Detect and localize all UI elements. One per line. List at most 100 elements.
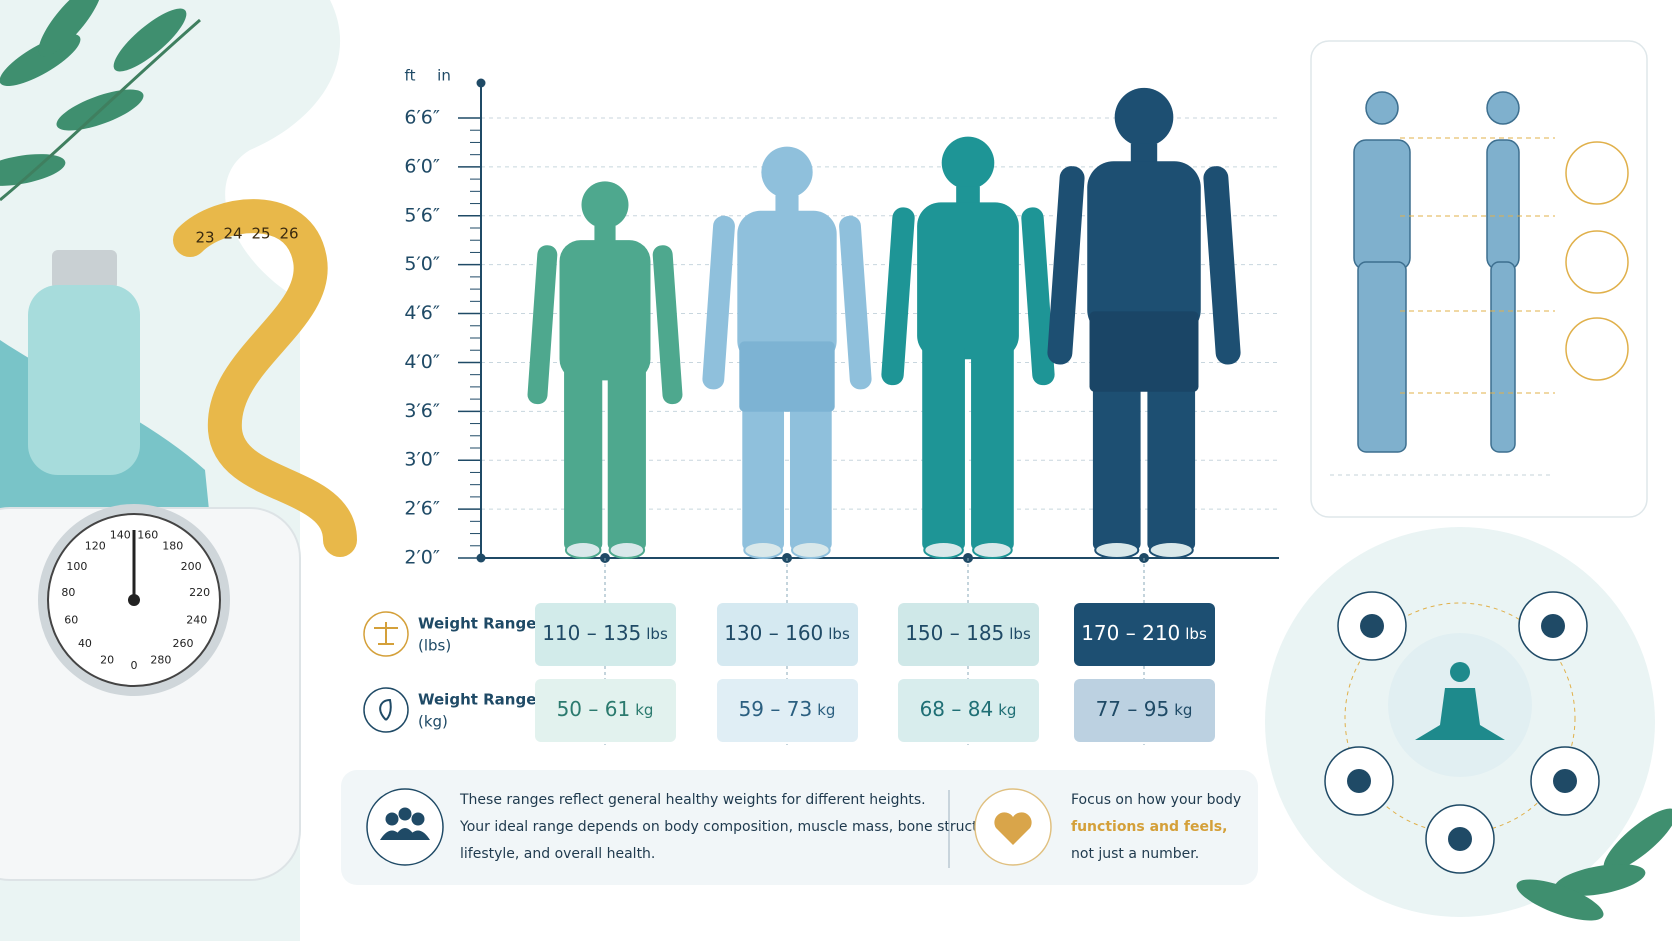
weight-range-unit: kg (635, 701, 653, 719)
weight-range: 59 – 73 kg (739, 697, 836, 721)
row-icon-glyph (374, 622, 398, 645)
quote-line: Focus on how your body (1071, 792, 1241, 808)
figure-shoe (608, 541, 646, 559)
scale-dial-label: 160 (137, 528, 158, 541)
leaf (113, 8, 187, 72)
figure-arm (881, 207, 915, 386)
row-unit: (kg) (418, 713, 448, 731)
figure-head (581, 181, 629, 229)
figure-torso (737, 210, 837, 364)
people-head (398, 807, 412, 821)
weight-box (898, 603, 1039, 666)
figure-torso (559, 240, 651, 381)
leaf (1554, 864, 1646, 896)
wellness-glyph (1448, 827, 1472, 851)
row-label: Weight Range (418, 691, 536, 709)
weight-box (535, 603, 676, 666)
body-area-icon (1565, 141, 1629, 205)
posture-torso (1353, 139, 1411, 271)
figure-shoe (743, 541, 784, 559)
scale-dial-label: 60 (64, 613, 78, 626)
weight-range-unit: kg (817, 701, 835, 719)
y-tick-label: 2′6″ (404, 498, 440, 520)
body-area-icon (1565, 230, 1629, 294)
meditate-body (1415, 688, 1505, 740)
scale-dial-label: 200 (181, 560, 202, 573)
bottle (28, 285, 140, 475)
scale-dial-label: 120 (85, 540, 106, 553)
weight-range-value: 68 – 84 (920, 697, 994, 721)
weight-box (1074, 603, 1215, 666)
weight-range: 170 – 210 lbs (1081, 621, 1207, 645)
scale-dial-label: 80 (61, 586, 75, 599)
posture-head (1486, 91, 1520, 125)
axis-cap (476, 78, 486, 88)
figure-arm (702, 215, 735, 390)
quote-line: not just a number. (1071, 846, 1199, 862)
quote-line: functions and feels, (1071, 819, 1227, 835)
figure-arm (1047, 166, 1085, 365)
wellness-glyph (1360, 614, 1384, 638)
figure-shoe (1148, 541, 1194, 559)
leaf-stem (0, 18, 201, 202)
bottle-cap (52, 250, 117, 290)
figure-head (761, 146, 813, 198)
weight-range-value: 59 – 73 (739, 697, 813, 721)
weight-range-unit: kg (1174, 701, 1192, 719)
meditate-head (1450, 662, 1470, 682)
wellness-glyph (1347, 769, 1371, 793)
weight-box (1074, 679, 1215, 742)
figure-head (1114, 87, 1174, 147)
weight-range-value: 77 – 95 (1096, 697, 1170, 721)
figure-arm (1021, 207, 1055, 386)
leaf (38, 0, 102, 57)
tape-number: 25 (251, 225, 270, 243)
wellness-ring (1344, 602, 1576, 834)
note-line: These ranges reflect general healthy wei… (459, 792, 926, 808)
weight-box (717, 679, 858, 742)
people-body (406, 830, 430, 840)
wellness-glyph (1553, 769, 1577, 793)
figure-shoe (790, 541, 831, 559)
figure-silhouette (881, 136, 1055, 550)
figure-leg (971, 342, 1014, 550)
figure-neck (1130, 143, 1158, 168)
figure-leg (922, 342, 965, 550)
y-tick-label: 5′6″ (404, 204, 440, 226)
figure-silhouette (702, 146, 872, 550)
heart (994, 812, 1032, 845)
weight-range-unit: kg (998, 701, 1016, 719)
figure-arm (1203, 166, 1241, 365)
figure-silhouette (1047, 87, 1241, 550)
figure-leg (564, 365, 603, 550)
body-area-icon (1565, 317, 1629, 381)
weight-range-unit: lbs (646, 625, 668, 643)
figure-torso (1087, 161, 1201, 337)
weight-box (535, 679, 676, 742)
note-line: Your ideal range depends on body composi… (459, 819, 1005, 835)
y-tick-label: 2′0″ (404, 547, 440, 569)
scale-dial-label: 100 (66, 560, 87, 573)
figure-shorts (739, 341, 835, 412)
figure-arm (652, 245, 683, 405)
scale-dial-label: 140 (110, 528, 131, 541)
posture-head (1365, 91, 1399, 125)
weight-box (717, 603, 858, 666)
figure-shorts (1089, 311, 1199, 392)
leaf (1516, 879, 1604, 921)
wellness-glyph (1541, 614, 1565, 638)
posture-figure (1486, 91, 1520, 453)
posture-legs (1357, 261, 1407, 453)
weight-range-value: 110 – 135 (542, 621, 641, 645)
scale-dial-label: 260 (173, 637, 194, 650)
weight-range: 77 – 95 kg (1096, 697, 1193, 721)
scale-dial-label: 240 (186, 613, 207, 626)
weight-range: 68 – 84 kg (920, 697, 1017, 721)
weight-range: 130 – 160 lbs (724, 621, 850, 645)
posture-legs (1490, 261, 1516, 453)
scale-dial-label: 40 (78, 637, 92, 650)
figure-silhouette (527, 181, 683, 550)
scale-dial-label: 180 (162, 540, 183, 553)
row-unit: (lbs) (418, 637, 451, 655)
